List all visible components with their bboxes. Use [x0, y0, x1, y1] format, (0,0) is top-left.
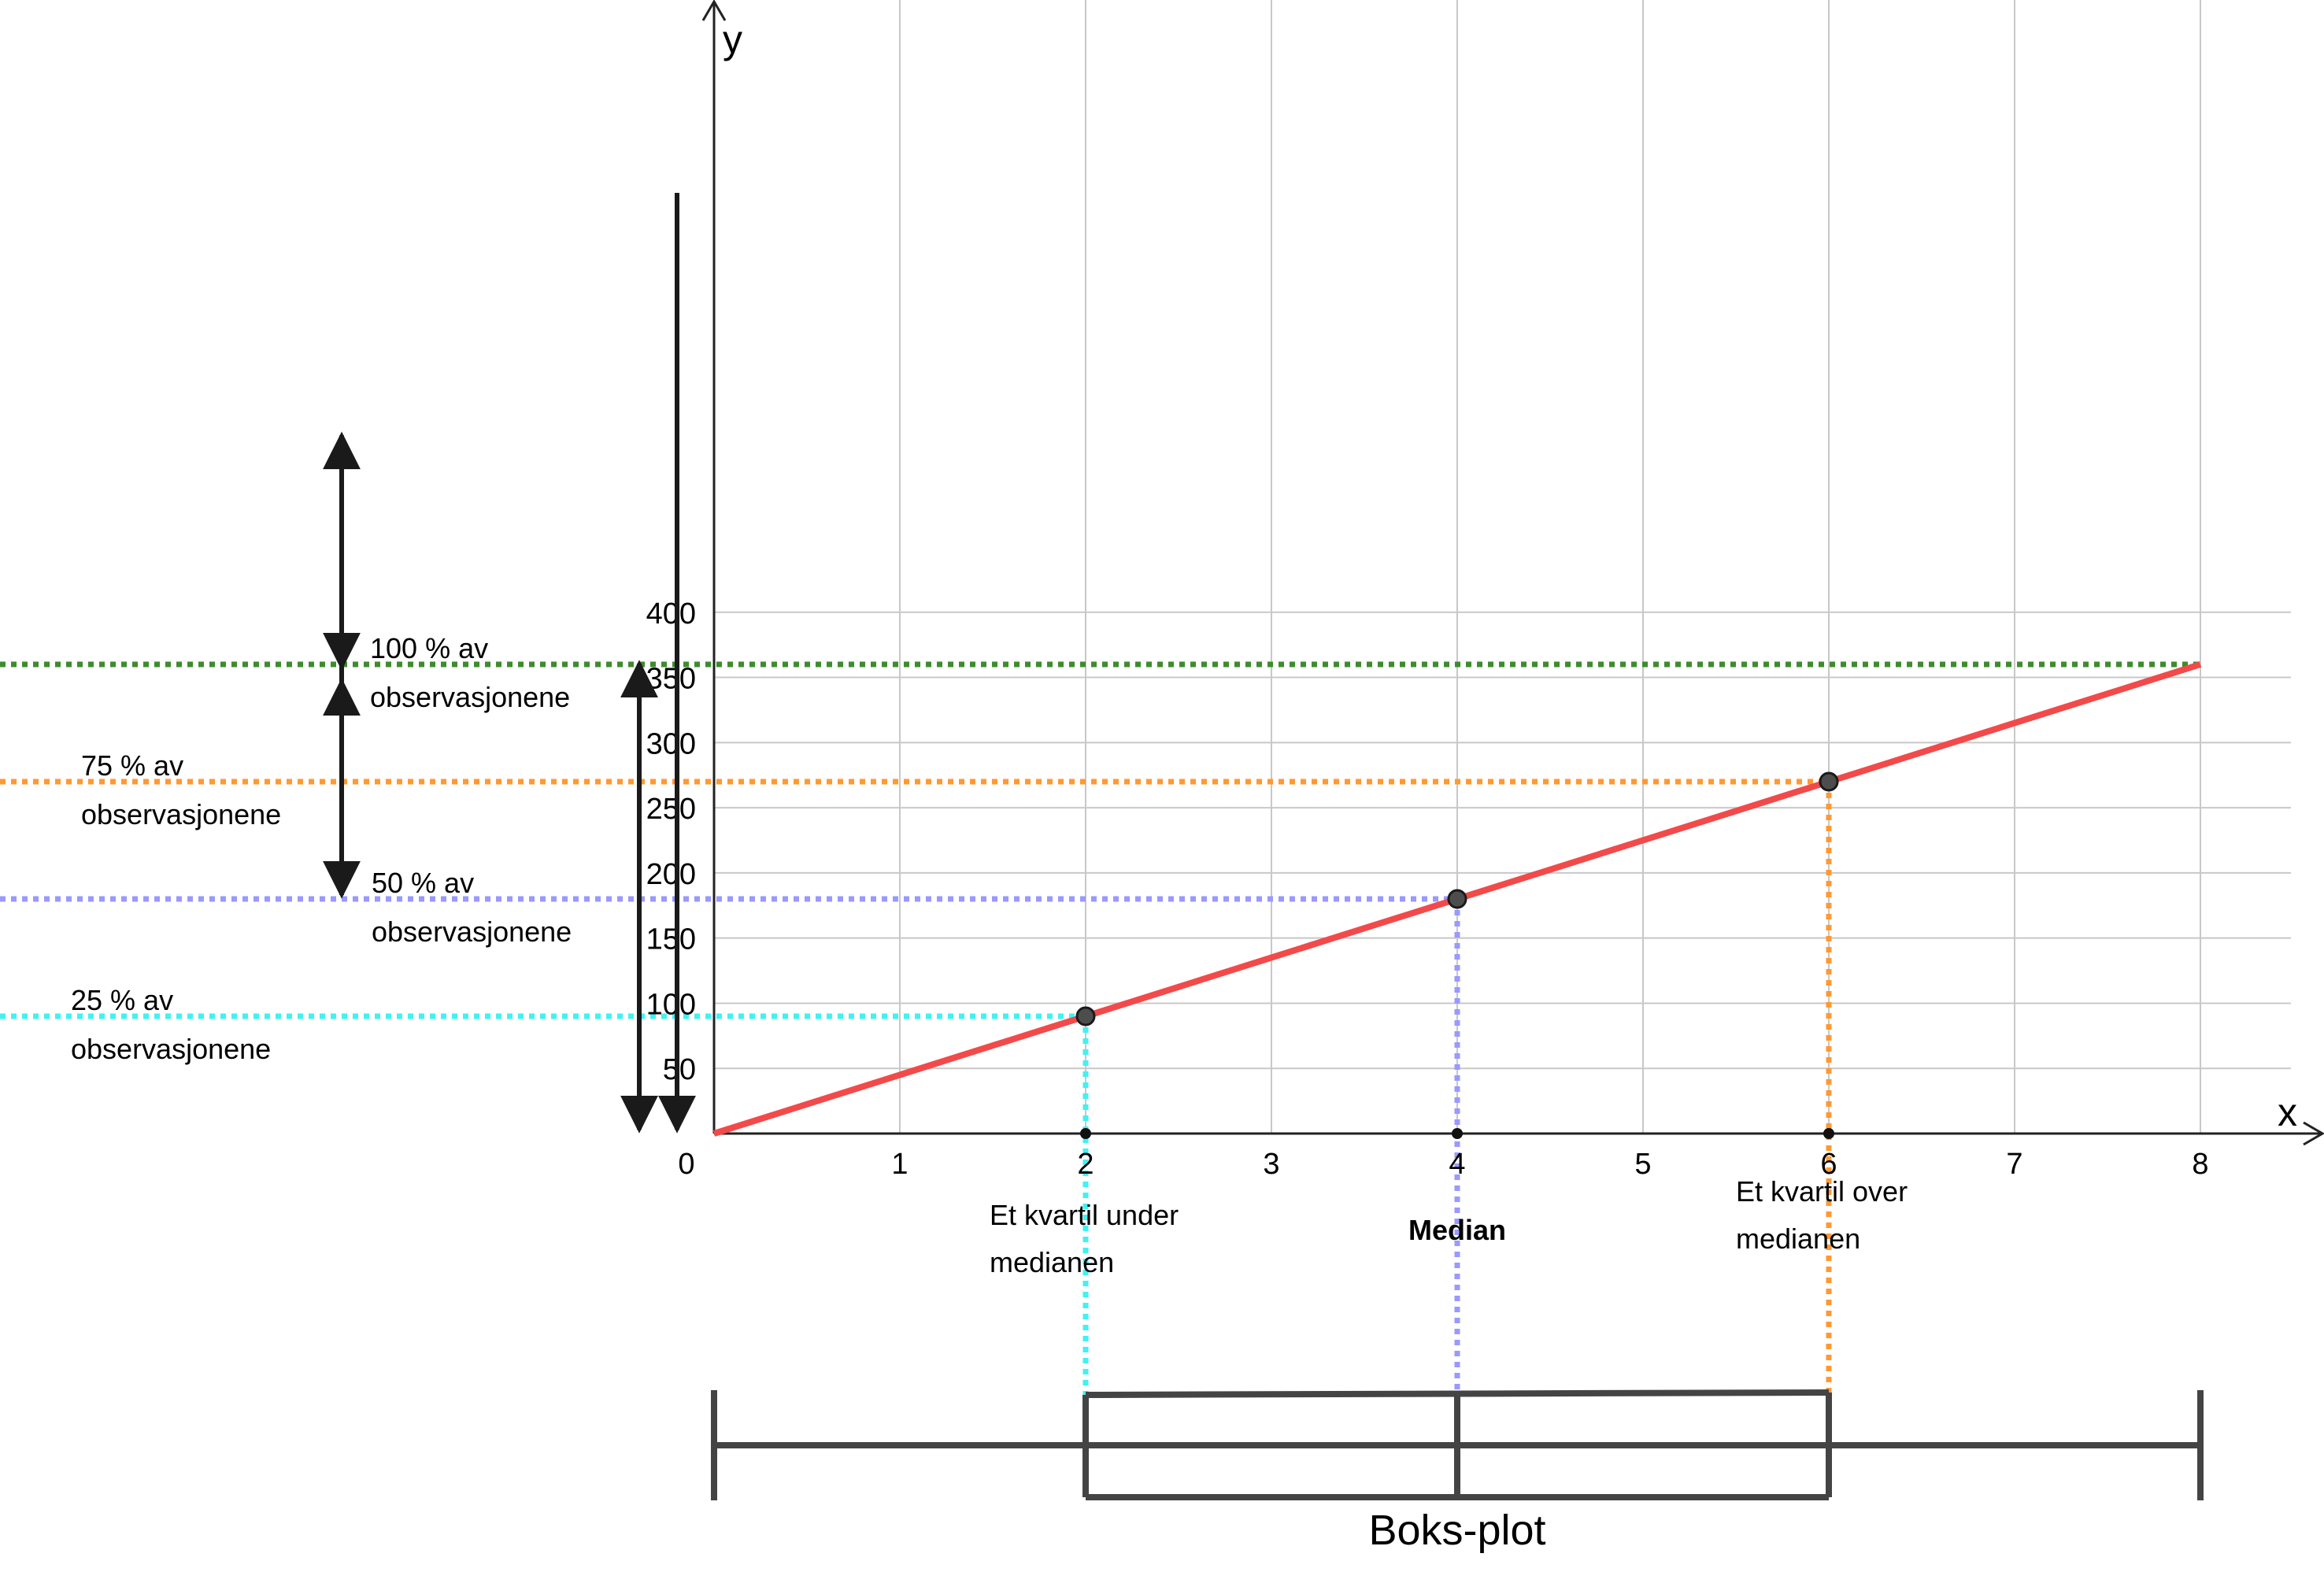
data-point-2 — [1075, 1006, 1096, 1026]
q3-annotation-line2: medianen — [1736, 1222, 1860, 1255]
x-tick-label-6: 6 — [1820, 1148, 1837, 1181]
level-label-360-line2: observasjonene — [370, 681, 570, 713]
x-tick-label-4: 4 — [1449, 1148, 1465, 1181]
boxplot — [711, 1389, 2204, 1500]
x-tick-label-5: 5 — [1634, 1148, 1651, 1181]
x-tick-label-7: 7 — [2006, 1148, 2022, 1181]
y-axis-label: y — [723, 17, 742, 61]
axes: 01234567850100150200250300350400 — [646, 0, 2324, 1181]
data-point-4 — [1447, 889, 1467, 909]
annotations: Et kvartil under medianen Median Et kvar… — [723, 17, 2297, 1554]
y-tick-label-300: 300 — [646, 727, 696, 760]
q1-annotation-line2: medianen — [990, 1246, 1114, 1278]
y-tick-label-250: 250 — [646, 793, 696, 826]
x-axis-arrowhead — [2303, 1121, 2324, 1146]
level-label-180-line1: 50 % av — [372, 867, 474, 899]
x-tick-label-3: 3 — [1263, 1148, 1279, 1181]
x-tick-label-2: 2 — [1077, 1148, 1094, 1181]
x-tick-label-1: 1 — [891, 1148, 908, 1181]
x-marker-6 — [1823, 1128, 1834, 1139]
data-point-6 — [1819, 771, 1839, 792]
x-tick-label-0: 0 — [678, 1148, 694, 1181]
y-tick-label-200: 200 — [646, 858, 696, 891]
q1-annotation-line1: Et kvartil under — [990, 1199, 1179, 1231]
x-tick-label-8: 8 — [2192, 1148, 2208, 1181]
x-marker-2 — [1080, 1128, 1091, 1139]
y-axis-arrowhead — [701, 0, 727, 21]
x-marker-4 — [1452, 1128, 1463, 1139]
level-label-270-line1: 75 % av — [81, 749, 183, 782]
grid — [714, 0, 2291, 1134]
median-annotation: Median — [1408, 1214, 1506, 1246]
y-tick-label-100: 100 — [646, 988, 696, 1021]
span-arrows — [323, 193, 696, 1134]
level-label-90-line2: observasjonene — [71, 1033, 271, 1065]
x-axis-label: x — [2278, 1090, 2297, 1134]
boxplot-title: Boks-plot — [1368, 1507, 1545, 1554]
y-tick-label-400: 400 — [646, 597, 696, 631]
level-lines: 100 % av observasjonene 75 % av observasjon… — [0, 632, 2200, 1395]
level-label-180-line2: observasjonene — [372, 915, 572, 948]
y-tick-label-150: 150 — [646, 923, 696, 956]
q3-annotation-line1: Et kvartil over — [1736, 1175, 1908, 1208]
y-tick-label-350: 350 — [646, 663, 696, 696]
level-label-270-line2: observasjonene — [81, 798, 281, 830]
level-label-90-line1: 25 % av — [71, 984, 173, 1016]
level-label-360-line1: 100 % av — [370, 632, 488, 664]
series-layer — [712, 661, 2202, 1139]
